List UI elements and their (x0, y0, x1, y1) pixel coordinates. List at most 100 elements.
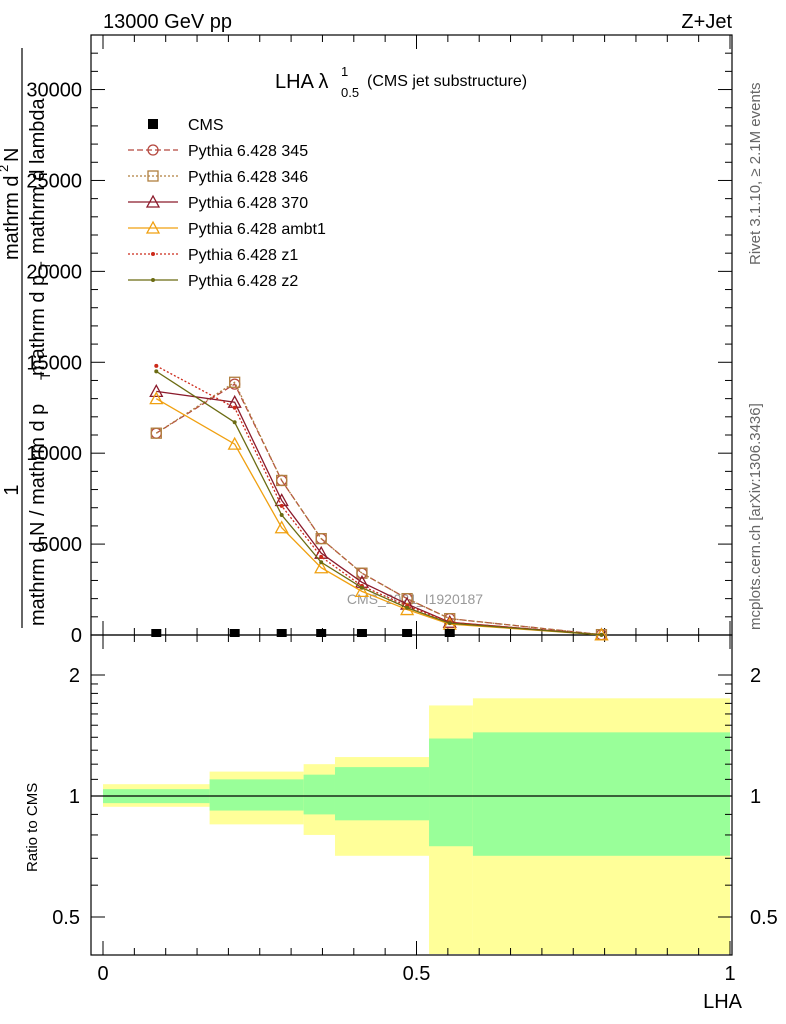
series-3-point-1 (227, 436, 242, 450)
y-tick-label-2: 10000 (26, 443, 82, 465)
legend-marker-6 (151, 278, 155, 282)
series-5-point-5 (405, 605, 410, 610)
plot-title-sup: 1 (341, 64, 348, 79)
series-3-point-2 (274, 520, 289, 534)
legend-entry-6: Pythia 6.428 z2 (128, 273, 298, 290)
series-3-point-3 (314, 560, 329, 574)
series-5-point-6 (447, 621, 452, 626)
ylabel-main-mid: N (1, 148, 23, 162)
ylabel-main-sup: 2 (0, 165, 11, 172)
series-3-point-0 (149, 391, 164, 405)
series-line-1 (155, 381, 602, 636)
ratio-tick-label-right-1: 1 (750, 786, 761, 808)
header-beam-label: 13000 GeV pp (103, 11, 232, 33)
rivet-version-label: Rivet 3.1.10, ≥ 2.1M events (747, 83, 764, 266)
series-1-point-3 (315, 532, 327, 545)
legend-marker-0 (148, 119, 158, 129)
x-tick-label-2: 1 (724, 963, 735, 985)
legend-entry-4: Pythia 6.428 ambt1 (128, 220, 326, 238)
series-5-point-0 (154, 369, 159, 374)
legend-entry-2: Pythia 6.428 346 (128, 169, 308, 186)
ratio-tick-label-2: 2 (69, 665, 80, 687)
ratio-tick-label-0: 0.5 (52, 907, 80, 929)
ratio-band-green-3 (334, 767, 430, 821)
y-tick-label-4: 20000 (26, 261, 82, 283)
ylabel-fraction-top: 1 (1, 484, 23, 495)
legend-marker-5 (151, 252, 155, 256)
series-5-point-2 (279, 513, 284, 517)
series-4-point-2 (279, 503, 284, 508)
ylabel-fraction-bottom-sub: T (37, 371, 53, 380)
legend-label-4: Pythia 6.428 ambt1 (188, 221, 326, 238)
ratio-tick-label-right-0: 0.5 (750, 907, 778, 929)
series-5-point-4 (359, 585, 364, 590)
x-axis-label: LHA (703, 991, 743, 1013)
series-3-point-4 (354, 584, 370, 598)
series-3 (149, 391, 609, 641)
cms-data-points (151, 629, 455, 637)
ratio-band-green-2 (303, 774, 335, 815)
axis-ticks: 0 0.5 1 0 5000 10000 15000 20000 25000 30000 0.5 0.… (26, 35, 778, 985)
x-tick-label-0: 0 (97, 963, 108, 985)
ratio-band-green-5 (472, 732, 730, 856)
legend-label-0: CMS (188, 117, 224, 134)
ylabel-main-top: mathrm d (1, 176, 23, 260)
ratio-tick-label-right-2: 2 (750, 665, 761, 687)
legend-label-2: Pythia 6.428 346 (188, 169, 308, 186)
series-1-point-4 (356, 567, 368, 579)
legend-label-6: Pythia 6.428 z2 (188, 273, 298, 290)
legend-entry-1: Pythia 6.428 345 (128, 143, 308, 160)
plot-title: LHA λ (275, 71, 328, 93)
y-tick-label-6: 30000 (26, 80, 82, 102)
plot-title-main: LHA λ (275, 71, 328, 93)
ratio-uncertainty-bands (103, 698, 730, 954)
legend-entry-3: Pythia 6.428 370 (128, 194, 308, 212)
series-5 (154, 369, 604, 637)
y-tick-label-1: 5000 (38, 534, 83, 556)
series-line-3 (155, 398, 602, 636)
series-1-point-1 (229, 376, 241, 388)
ratio-band-green-1 (209, 779, 304, 811)
legend-label-3: Pythia 6.428 370 (188, 195, 308, 212)
cms-point-2 (276, 629, 287, 637)
cms-point-1 (229, 629, 240, 637)
series-layer (149, 363, 609, 641)
cms-point-5 (402, 629, 413, 637)
header-process-label: Z+Jet (681, 11, 732, 33)
plot-title-note: (CMS jet substructure) (367, 73, 527, 90)
series-4-point-1 (232, 405, 237, 410)
series-5-point-7 (599, 632, 604, 637)
y-tick-label-3: 15000 (26, 352, 82, 374)
ylabel-fraction-bottom: mathrm d N / mathrm d p (27, 404, 49, 626)
series-2-point-0 (149, 384, 164, 398)
cms-point-4 (356, 629, 367, 637)
mcplots-label: mcplots.cern.ch [arXiv:1306.3436] (747, 403, 764, 630)
series-5-point-3 (319, 560, 324, 565)
legend-marker-2 (147, 170, 159, 182)
x-tick-label-1: 0.5 (403, 963, 431, 985)
legend-entry-5: Pythia 6.428 z1 (128, 247, 298, 264)
legend-label-5: Pythia 6.428 z1 (188, 247, 298, 264)
y-tick-label-0: 0 (71, 625, 82, 647)
series-4-point-0 (154, 363, 159, 368)
series-1-point-2 (276, 474, 288, 487)
series-5-point-1 (232, 420, 237, 425)
legend-marker-1 (147, 144, 159, 156)
series-1-point-0 (150, 427, 162, 439)
ylabel-main-bottom: mathrm d p (27, 275, 49, 376)
cms-point-3 (316, 629, 327, 637)
series-line-5 (155, 370, 602, 636)
cms-point-0 (151, 629, 162, 637)
legend: CMS Pythia 6.428 345 Pythia 6.428 346 Pythi… (128, 117, 326, 290)
ratio-ylabel: Ratio to CMS (24, 783, 41, 872)
legend-marker-4 (145, 220, 161, 234)
ratio-band-green-4 (429, 738, 473, 847)
ratio-tick-label-1: 1 (69, 786, 80, 808)
legend-entry-0: CMS (148, 117, 224, 134)
plot-title-sub: 0.5 (341, 85, 359, 100)
series-4-point-3 (319, 554, 324, 559)
legend-label-1: Pythia 6.428 345 (188, 143, 308, 160)
ylabel-main-end: mathrm d lambda (27, 98, 49, 254)
legend-marker-3 (145, 194, 161, 208)
